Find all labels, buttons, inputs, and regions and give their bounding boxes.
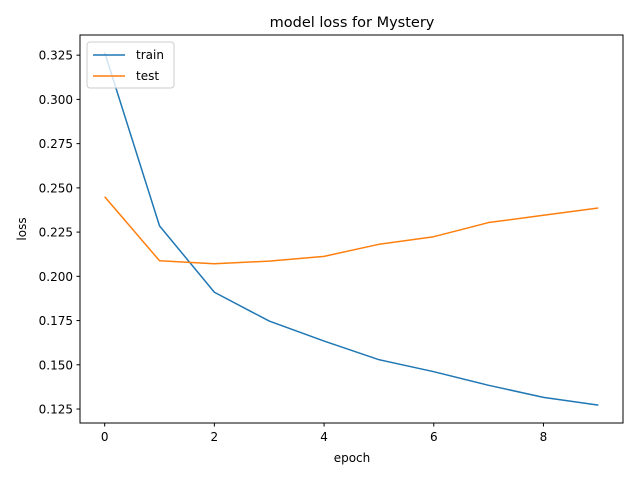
x-tick-label: 0 xyxy=(101,430,109,444)
y-tick-label: 0.250 xyxy=(39,181,73,195)
legend-label-test: test xyxy=(136,69,159,83)
x-tick-label: 2 xyxy=(211,430,219,444)
x-tick-label: 4 xyxy=(320,430,328,444)
y-axis-ticks: 0.125 0.150 0.175 0.200 0.225 0.250 0.275 0.300… xyxy=(39,49,80,417)
x-axis-label: epoch xyxy=(334,451,371,465)
legend: train test xyxy=(86,41,175,89)
y-tick-label: 0.325 xyxy=(39,49,73,63)
legend-label-train: train xyxy=(136,48,164,62)
y-tick-label: 0.200 xyxy=(39,270,73,284)
x-axis-ticks: 0 2 4 6 8 xyxy=(101,423,547,444)
y-tick-label: 0.150 xyxy=(39,358,73,372)
y-axis-label: loss xyxy=(15,217,29,240)
y-tick-label: 0.300 xyxy=(39,93,73,107)
series-line-train xyxy=(103,52,599,406)
y-tick-label: 0.275 xyxy=(39,137,73,151)
chart-title: model loss for Mystery xyxy=(270,15,435,31)
x-tick-label: 6 xyxy=(430,430,438,444)
series-layer xyxy=(103,52,599,406)
y-tick-label: 0.225 xyxy=(39,226,73,240)
y-tick-label: 0.125 xyxy=(39,403,73,417)
x-tick-label: 8 xyxy=(540,430,548,444)
y-tick-label: 0.175 xyxy=(39,314,73,328)
series-line-test xyxy=(104,196,599,265)
plot-area-frame xyxy=(79,34,624,424)
